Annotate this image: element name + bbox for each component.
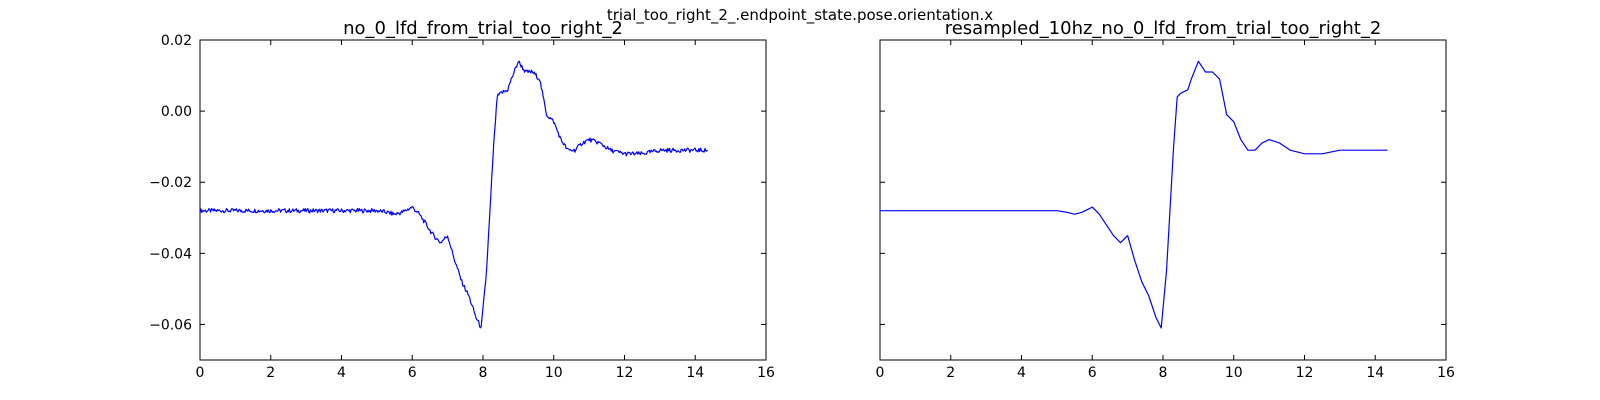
x-tick-label: 6	[408, 365, 417, 381]
x-tick-label: 14	[1366, 365, 1384, 381]
x-tick-label: 14	[686, 365, 704, 381]
y-tick-label: −0.02	[149, 175, 192, 191]
series-line-1	[199, 60, 709, 329]
panel-1: no_0_lfd_from_trial_too_right_2 0 2 4 6 8 10 12…	[149, 18, 775, 381]
x-tick-label: 4	[337, 365, 346, 381]
x-tick-label: 6	[1088, 365, 1097, 381]
panel-title: no_0_lfd_from_trial_too_right_2	[343, 18, 623, 39]
x-tick-label: 10	[1225, 365, 1243, 381]
x-tick-label: 0	[196, 365, 205, 381]
figure-suptitle: trial_too_right_2_.endpoint_state.pose.o…	[607, 6, 993, 25]
x-tick-label: 8	[479, 365, 488, 381]
y-tick-label: 0.02	[161, 33, 192, 49]
panel-title: resampled_10hz_no_0_lfd_from_trial_too_r…	[945, 18, 1382, 39]
x-tick-label: 12	[616, 365, 634, 381]
y-tick-label: −0.06	[149, 317, 192, 333]
x-tick-label: 8	[1159, 365, 1168, 381]
x-tick-label: 16	[1437, 365, 1455, 381]
x-tick-label: 0	[876, 365, 885, 381]
x-tick-label: 4	[1017, 365, 1026, 381]
y-tick-label: −0.04	[149, 246, 192, 262]
x-tick-label: 10	[545, 365, 563, 381]
x-tick-label: 12	[1296, 365, 1314, 381]
panel-2: resampled_10hz_no_0_lfd_from_trial_too_r…	[876, 18, 1455, 381]
x-tick-label: 2	[266, 365, 275, 381]
series-line-1	[880, 60, 1388, 329]
y-tick-label: 0.00	[161, 104, 192, 120]
x-tick-label: 16	[757, 365, 775, 381]
x-tick-label: 2	[946, 365, 955, 381]
